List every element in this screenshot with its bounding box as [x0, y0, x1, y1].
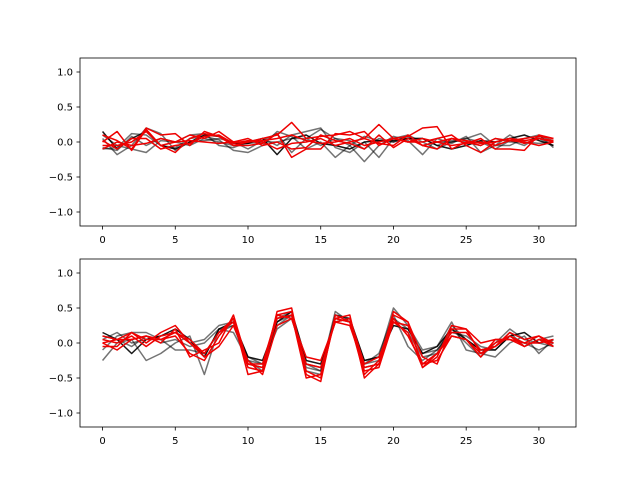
- series-line-7: [102, 310, 554, 376]
- x-tick-label: 10: [242, 235, 255, 246]
- y-tick-label: 0.5: [57, 103, 73, 114]
- y-tick-label: 0.5: [57, 304, 73, 315]
- x-tick-label: 30: [533, 436, 546, 447]
- x-tick-label: 10: [242, 436, 255, 447]
- x-tick-label: 25: [460, 436, 473, 447]
- x-tick-label: 5: [172, 436, 178, 447]
- top-subplot: 0 5 10 15 20 25 30 −1.0 −0.5 0.0 0.5 1.0: [49, 57, 577, 246]
- series-line-5: [102, 121, 554, 154]
- y-tick-label: 0.0: [57, 138, 73, 149]
- x-tick-label: 0: [99, 436, 105, 447]
- x-tick-label: 25: [460, 235, 473, 246]
- series-line-7: [102, 130, 554, 152]
- x-tick-label: 20: [387, 436, 400, 447]
- x-tick-label: 20: [387, 235, 400, 246]
- y-tick-label: −1.0: [49, 208, 73, 219]
- y-tick-label: 1.0: [57, 269, 73, 280]
- series-line-9: [102, 310, 554, 379]
- y-tick-label: −0.5: [49, 173, 73, 184]
- y-tick-label: −0.5: [49, 374, 73, 385]
- series-line-4: [101, 130, 554, 156]
- x-tick-label: 30: [533, 235, 546, 246]
- y-tick-label: 0.0: [57, 339, 73, 350]
- y-tick-label: 1.0: [57, 68, 73, 79]
- series-line-0: [102, 130, 554, 163]
- bottom-subplot: 0 5 10 15 20 25 30 −1.0 −0.5 0.0 0.5 1.0: [49, 258, 577, 447]
- y-tick-label: −1.0: [49, 409, 73, 420]
- x-tick-label: 15: [314, 436, 327, 447]
- x-tick-label: 15: [314, 235, 327, 246]
- series-line-8: [102, 314, 554, 365]
- x-tick-label: 5: [172, 235, 178, 246]
- x-tick-label: 0: [99, 235, 105, 246]
- series-line-9: [102, 134, 554, 150]
